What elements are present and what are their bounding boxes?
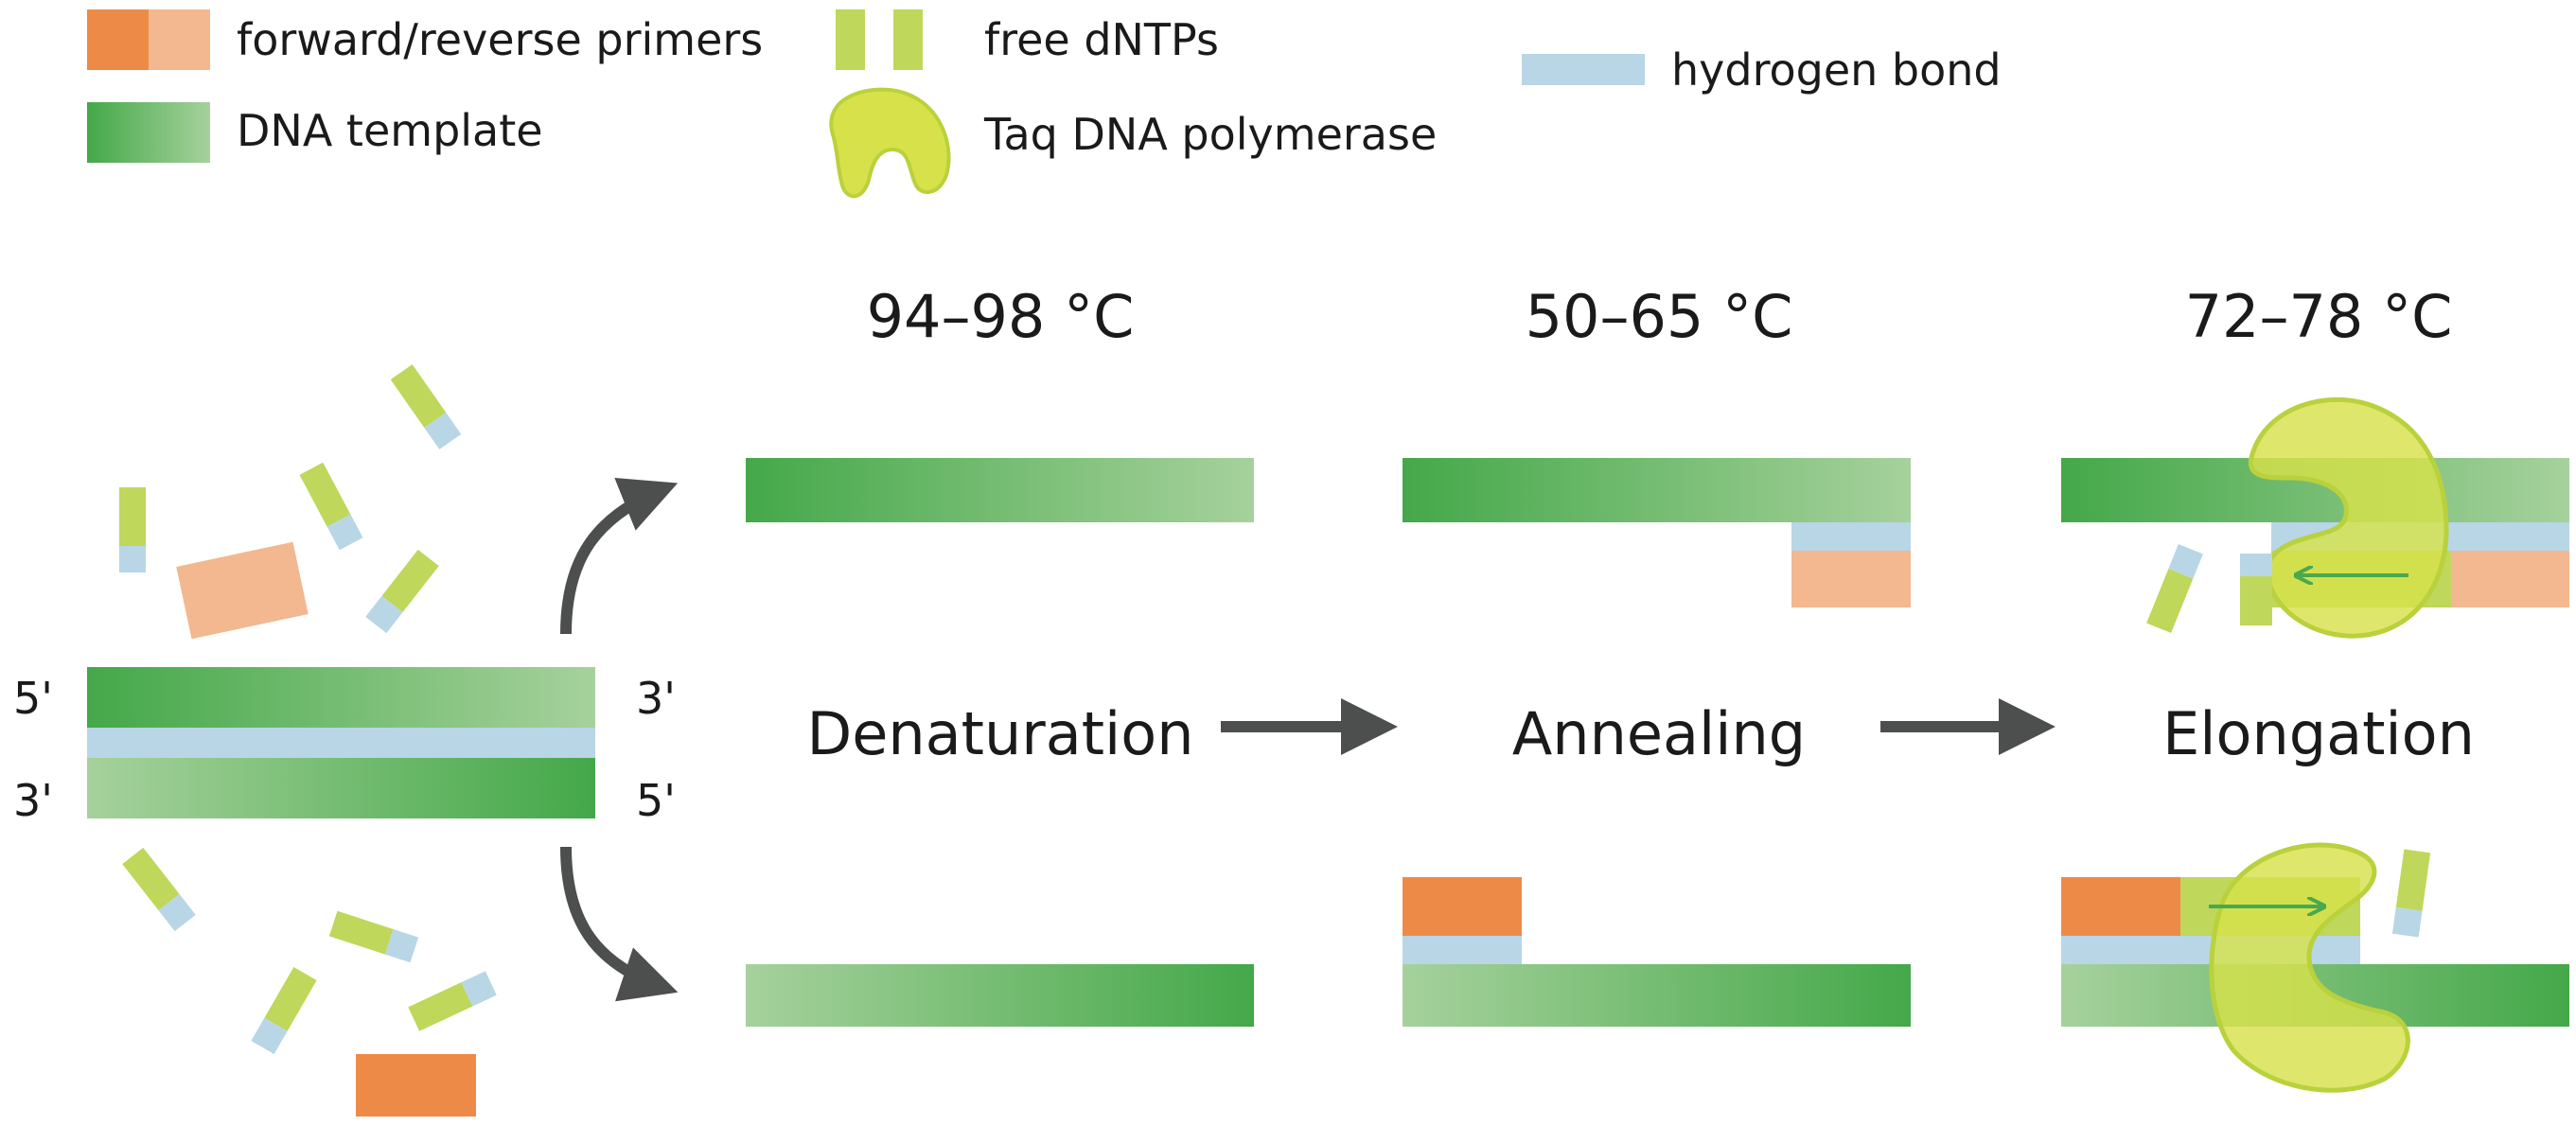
anneal-strand-top: [1403, 458, 1911, 522]
legend-primers-swatch: [87, 9, 210, 70]
single-strand-top: [746, 458, 1254, 522]
end-label-bottom-left: 3': [13, 775, 53, 826]
legend-polymerase-label: Taq DNA polymerase: [983, 109, 1437, 160]
anneal-forward-primer: [1403, 877, 1522, 936]
anneal-reverse-primer: [1791, 551, 1911, 607]
legend-hbond-label: hydrogen bond: [1671, 44, 2002, 96]
initial-mixture: 5' 3' 3' 5': [13, 364, 676, 1117]
free-dntp: [390, 364, 462, 449]
free-dntp: [119, 487, 146, 572]
legend-template-label: DNA template: [237, 105, 543, 156]
split-arrow-bottom: [560, 846, 679, 1002]
template-top-strand: [87, 667, 595, 728]
temp-elongation: 72–78 °C: [2185, 282, 2453, 351]
free-forward-primer: [356, 1054, 476, 1117]
step-denaturation: Denaturation: [806, 699, 1193, 768]
free-dntp: [328, 910, 419, 963]
polymerase-icon: [829, 87, 951, 199]
step-elongation: Elongation: [2162, 699, 2475, 768]
incoming-dntp: [2240, 554, 2272, 625]
step-annealing: Annealing: [1512, 699, 1806, 768]
legend-hbond-swatch: [1522, 54, 1645, 85]
free-dntp: [122, 847, 196, 932]
legend-dntps-label: free dNTPs: [984, 14, 1219, 65]
elong-reverse-primer: [2451, 551, 2569, 607]
anneal-hbond-top: [1791, 522, 1911, 551]
legend-primers-label: forward/reverse primers: [237, 14, 763, 65]
denaturation-panel: [746, 458, 1254, 1027]
end-label-top-left: 5': [13, 673, 53, 724]
free-dntp: [2391, 849, 2431, 938]
anneal-strand-bottom: [1403, 964, 1911, 1027]
split-arrow-top: [560, 477, 679, 635]
legend-template-swatch: [87, 102, 210, 163]
free-reverse-primer: [176, 541, 309, 640]
free-dntp: [251, 967, 317, 1054]
legend: forward/reverse primers DNA template fre…: [87, 9, 2002, 199]
legend-dntps-swatch: [836, 9, 923, 70]
free-dntp: [408, 971, 497, 1031]
template-hbond: [87, 728, 595, 758]
free-dntp: [2146, 544, 2203, 633]
anneal-hbond-bottom: [1403, 936, 1522, 964]
free-dntp: [365, 549, 439, 634]
end-label-bottom-right: 5': [636, 775, 676, 826]
single-strand-bottom: [746, 964, 1254, 1027]
temp-annealing: 50–65 °C: [1526, 282, 1793, 351]
free-dntp: [299, 462, 363, 551]
elongation-panel: [2061, 396, 2569, 1093]
end-label-top-right: 3': [636, 673, 676, 724]
temp-denaturation: 94–98 °C: [867, 282, 1135, 351]
annealing-panel: [1403, 458, 1911, 1027]
elong-forward-primer: [2061, 877, 2180, 936]
template-bottom-strand: [87, 758, 595, 818]
